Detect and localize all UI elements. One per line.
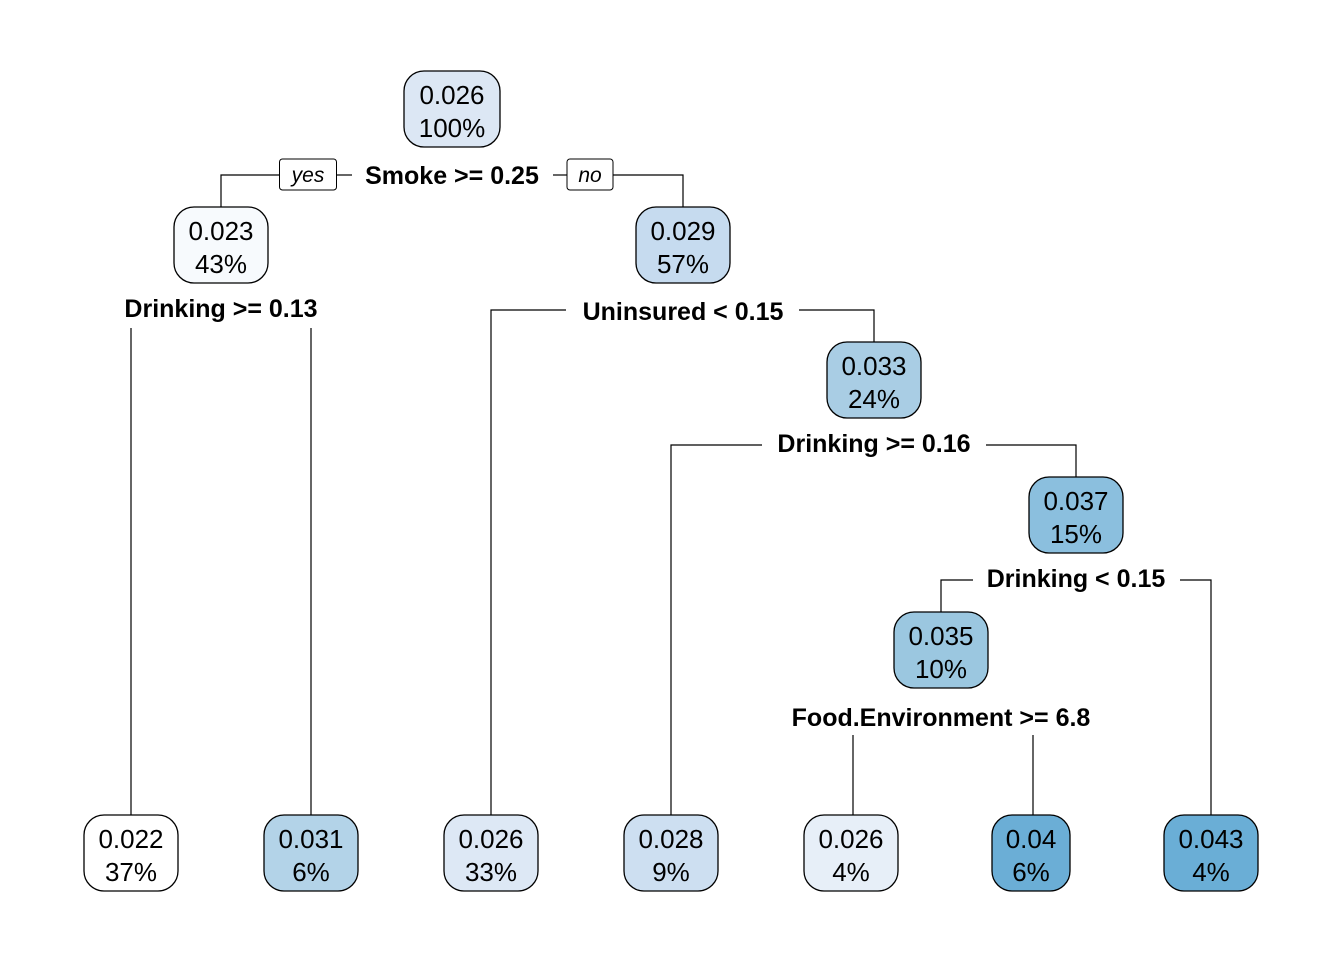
tree-edge [490,309,566,815]
node-value: 0.026 [458,824,523,854]
node-percent: 33% [465,857,517,887]
node-box [803,814,899,892]
node-value: 0.023 [188,216,253,246]
node-percent: 4% [1192,857,1230,887]
node-value: 0.028 [638,824,703,854]
node-box [403,70,501,148]
tree-edge [940,579,973,612]
tree-edge [799,309,875,342]
node-percent: 100% [419,113,486,143]
split-labels: Smoke >= 0.25 Drinking >= 0.13 Uninsured <… [124,162,1165,732]
node-percent: 9% [652,857,690,887]
node-value: 0.035 [908,621,973,651]
yes-tag: yes [279,158,337,191]
node-value: 0.029 [650,216,715,246]
node-box [173,206,269,284]
split-label-s7: Drinking >= 0.16 [777,430,970,458]
node-value: 0.043 [1178,824,1243,854]
node-box [991,814,1071,892]
node-value: 0.022 [98,824,163,854]
split-label-s30: Food.Environment >= 6.8 [792,704,1091,732]
node-value: 0.033 [841,351,906,381]
tree-edge [670,444,762,815]
node-percent: 10% [915,654,967,684]
node-value: 0.031 [278,824,343,854]
tree-nodes: 0.026100%0.02343%0.02957%0.03324%0.03715… [83,70,1259,892]
node-box [83,814,179,892]
yes-tag-label: yes [290,164,325,187]
node-box [263,814,359,892]
node-box [1028,476,1124,554]
node-percent: 24% [848,384,900,414]
no-tag-label: no [578,164,602,187]
node-percent: 6% [1012,857,1050,887]
node-value: 0.04 [1006,824,1057,854]
split-label-s3: Uninsured < 0.15 [583,298,784,326]
no-tag-box [566,158,614,191]
node-value: 0.026 [419,80,484,110]
node-percent: 4% [832,857,870,887]
tree-node-n61: 0.046% [991,814,1071,892]
branch-tags: yes no [279,158,614,191]
node-box [623,814,719,892]
node-percent: 37% [105,857,157,887]
tree-edge [986,444,1077,477]
node-value: 0.026 [818,824,883,854]
node-percent: 57% [657,249,709,279]
tree-edge [613,174,684,207]
split-label-s2: Drinking >= 0.13 [124,295,317,323]
tree-edge [220,174,280,207]
node-box [443,814,539,892]
node-percent: 43% [195,249,247,279]
node-value: 0.037 [1043,486,1108,516]
yes-tag-box [279,158,337,191]
no-tag: no [566,158,614,191]
node-box [635,206,731,284]
split-label-s15: Drinking < 0.15 [987,565,1166,593]
node-box [1163,814,1259,892]
node-percent: 15% [1050,519,1102,549]
node-box [826,341,922,419]
node-percent: 6% [292,857,330,887]
split-label-s1: Smoke >= 0.25 [365,162,539,190]
tree-edge [1180,579,1212,815]
node-box [893,611,989,689]
tree-edges [130,174,1212,815]
